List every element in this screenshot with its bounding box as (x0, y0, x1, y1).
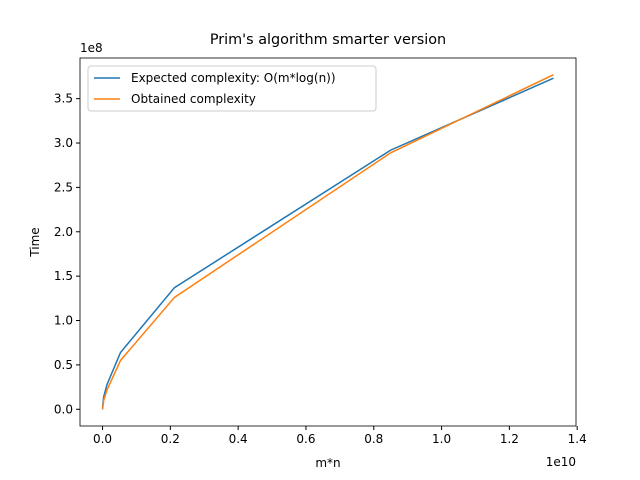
y-tick-label: 0.5 (54, 358, 73, 372)
legend-box (87, 65, 377, 112)
x-tick-label: 0.0 (93, 432, 112, 446)
x-tick-label: 0.4 (229, 432, 248, 446)
x-tick-label: 1.2 (500, 432, 519, 446)
x-tick-label: 0.8 (364, 432, 383, 446)
y-tick-label: 3.0 (54, 136, 73, 150)
x-offset: 1e10 (546, 455, 576, 469)
y-tick-label: 2.5 (54, 180, 73, 194)
data-line (101, 74, 554, 410)
y-tick-label: 1.0 (54, 314, 73, 328)
x-tick-label: 0.6 (296, 432, 315, 446)
y-axis-label: Time (28, 227, 42, 257)
x-tick-label: 0.2 (161, 432, 180, 446)
legend-label: Expected complexity: O(m*log(n)) (131, 71, 336, 85)
x-tick-label: 1.0 (432, 432, 451, 446)
chart-title: Prim's algorithm smarter version (210, 32, 446, 48)
y-tick-label: 0.0 (54, 402, 73, 416)
y-offset: 1e8 (80, 41, 103, 55)
plot-frame (79, 57, 577, 427)
x-axis-label: m*n (315, 456, 340, 470)
y-tick-label: 1.5 (54, 269, 73, 283)
x-tick-label: 1.4 (568, 432, 587, 446)
y-tick-label: 2.0 (54, 225, 73, 239)
y-tick-label: 3.5 (54, 92, 73, 106)
data-line (101, 77, 554, 410)
legend-label: Obtained complexity (131, 92, 256, 106)
